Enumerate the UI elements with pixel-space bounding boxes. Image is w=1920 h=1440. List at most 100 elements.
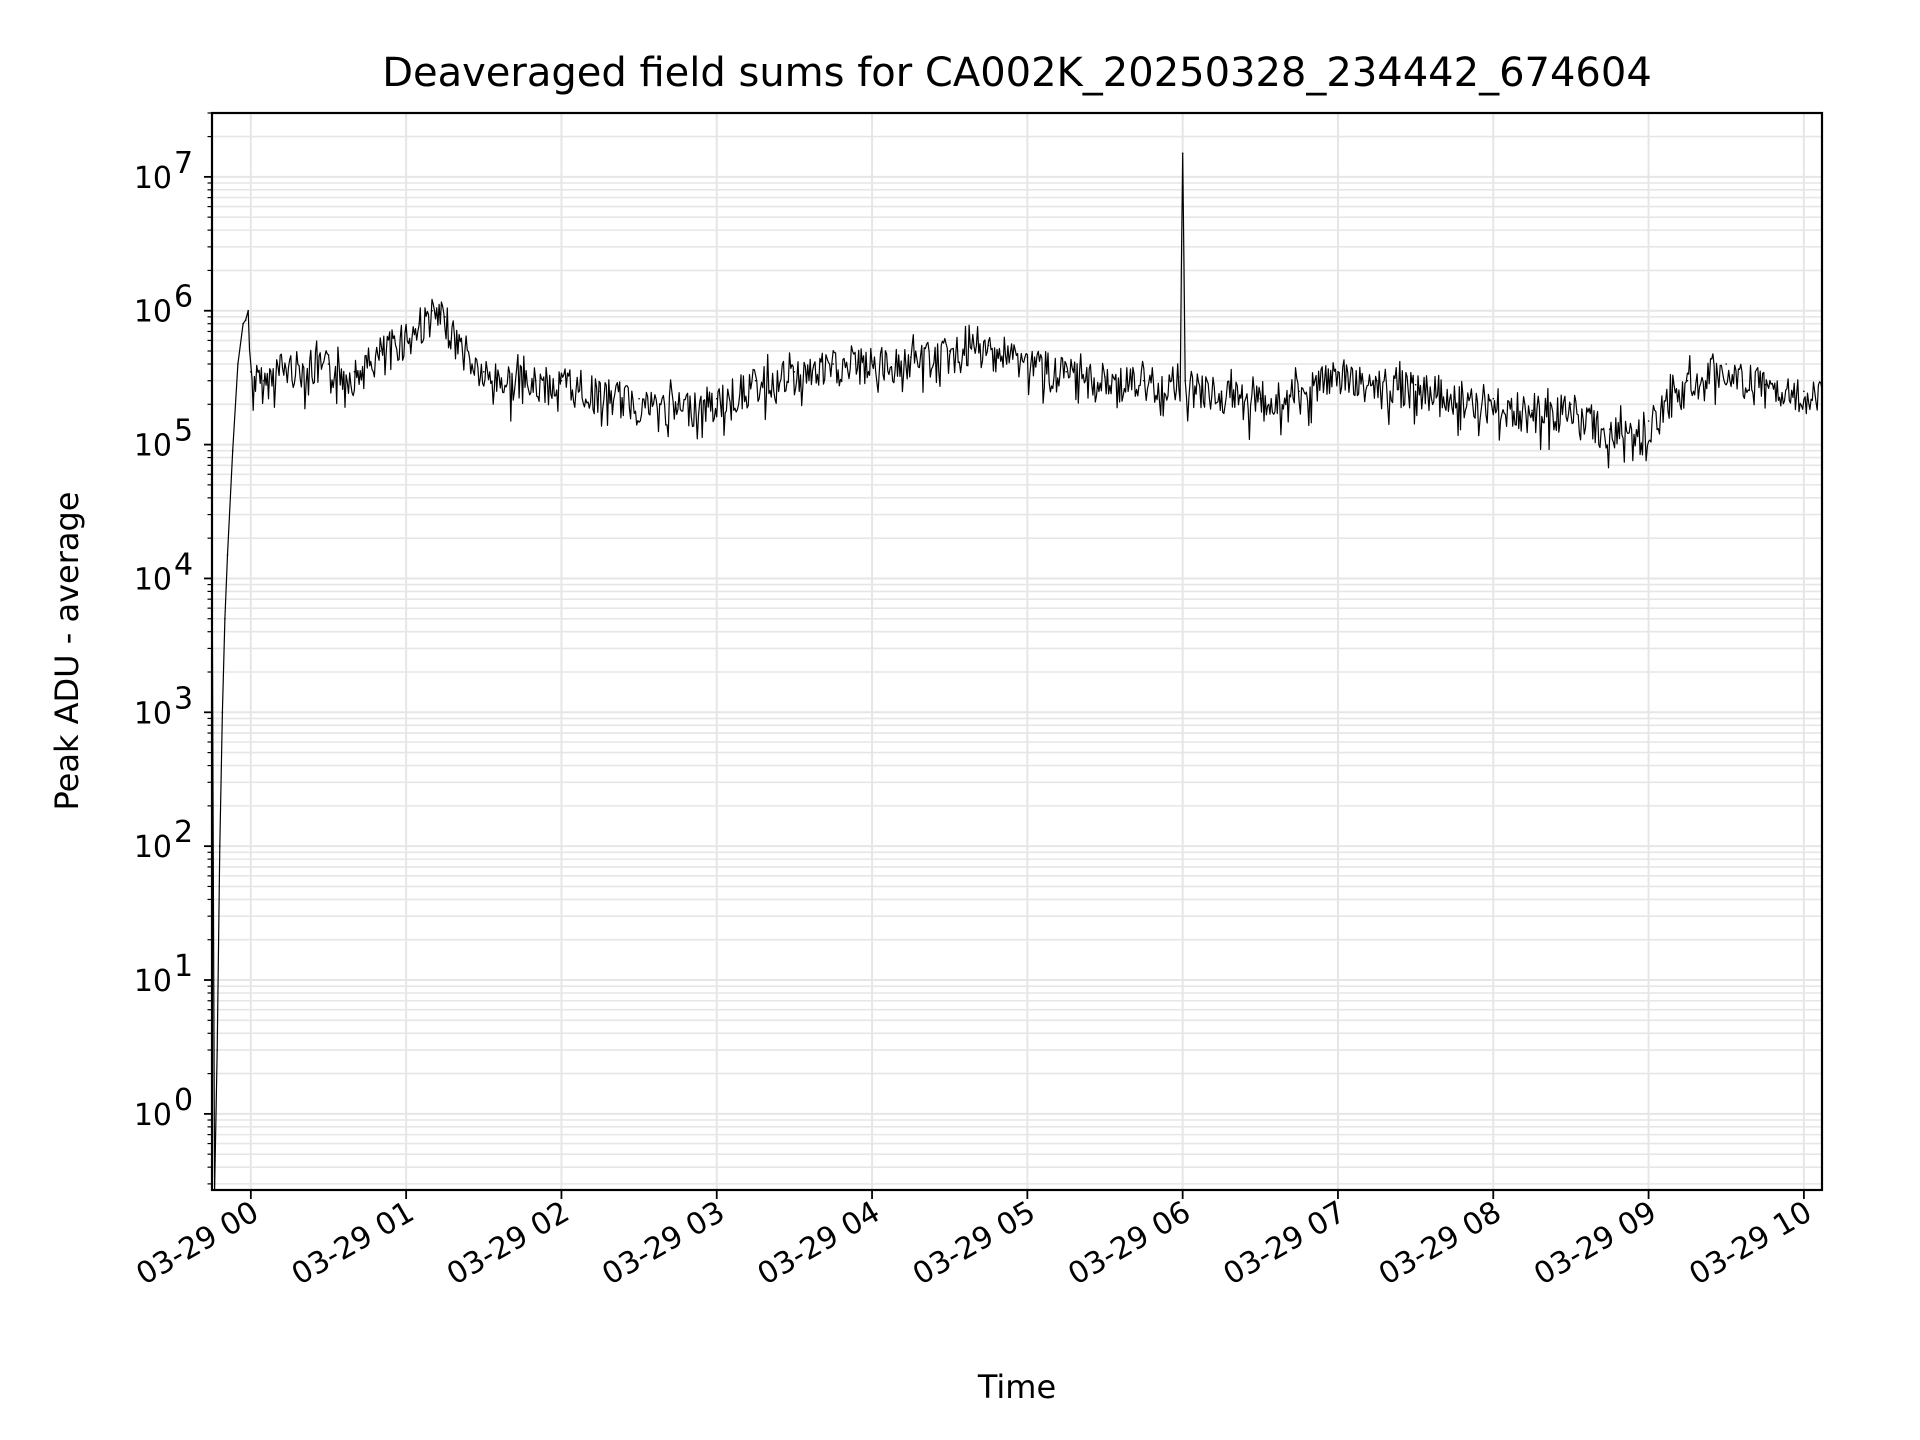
data-point xyxy=(405,330,407,333)
data-point xyxy=(1764,383,1766,386)
y-tick-base: 10 xyxy=(134,161,172,196)
y-tick-exponent: 5 xyxy=(174,414,193,449)
data-point xyxy=(457,339,459,342)
x-tick-label: 03-29 03 xyxy=(596,1195,730,1293)
x-tick-label: 03-29 07 xyxy=(1218,1195,1352,1293)
data-point xyxy=(1065,371,1067,373)
x-tick-label: 03-29 09 xyxy=(1528,1195,1662,1293)
y-tick-base: 10 xyxy=(134,295,172,330)
data-point xyxy=(242,322,244,325)
data-point xyxy=(353,371,356,373)
y-tick-exponent: 7 xyxy=(174,146,193,181)
data-point xyxy=(1570,403,1572,406)
x-tick-label: 03-29 08 xyxy=(1373,1195,1507,1293)
y-tick-label: 10 xyxy=(134,964,172,999)
data-point xyxy=(224,617,226,620)
data-point xyxy=(508,376,511,378)
data-point xyxy=(1143,379,1145,382)
data-point xyxy=(754,379,757,382)
y-tick-label: 10 xyxy=(134,429,172,464)
data-point xyxy=(534,379,537,382)
y-tick-base: 10 xyxy=(134,696,172,731)
data-point xyxy=(418,322,420,325)
data-point xyxy=(1492,397,1495,400)
data-point xyxy=(599,390,602,393)
data-point xyxy=(1531,409,1533,412)
data-point xyxy=(327,363,330,365)
data-point xyxy=(832,363,834,365)
y-tick-base: 10 xyxy=(134,562,172,597)
data-point xyxy=(1414,383,1417,386)
data-point xyxy=(1259,397,1262,400)
data-point xyxy=(1181,152,1184,155)
data-point xyxy=(1026,356,1029,358)
y-tick-exponent: 1 xyxy=(174,949,193,984)
data-point xyxy=(1725,363,1727,365)
y-tick-base: 10 xyxy=(134,830,172,865)
data-point xyxy=(1179,376,1181,378)
data-point xyxy=(379,350,382,352)
data-point xyxy=(250,371,252,373)
data-point xyxy=(948,350,951,352)
tick-marks xyxy=(204,112,1805,1199)
series-line xyxy=(211,152,1823,1191)
data-point xyxy=(431,309,433,312)
data-point xyxy=(871,360,873,363)
y-tick-exponent: 6 xyxy=(174,280,193,315)
data-point xyxy=(219,845,221,847)
y-tick-base: 10 xyxy=(134,1098,172,1133)
data-point xyxy=(275,363,278,365)
data-point xyxy=(793,371,796,373)
data-point xyxy=(216,1049,218,1051)
y-tick-base: 10 xyxy=(134,964,172,999)
data-point xyxy=(1608,428,1611,431)
y-tick-exponent: 0 xyxy=(174,1083,193,1118)
data-point xyxy=(237,363,239,365)
data-point xyxy=(231,449,234,452)
data-point xyxy=(1647,420,1650,422)
data-point xyxy=(1184,379,1186,382)
data-point xyxy=(483,371,485,373)
data-point xyxy=(226,554,229,556)
data-point xyxy=(1803,390,1805,393)
data-point xyxy=(1298,390,1300,393)
data-point xyxy=(987,344,990,347)
y-tick-label: 10 xyxy=(134,696,172,731)
chart-title: Deaveraged field sums for CA002K_2025032… xyxy=(382,50,1652,96)
plot-frame xyxy=(210,111,1824,1192)
data-point xyxy=(1220,390,1223,393)
data-point xyxy=(715,397,718,400)
data-point xyxy=(1104,376,1106,378)
x-tick-label: 03-29 10 xyxy=(1684,1195,1818,1293)
data-point xyxy=(638,397,640,400)
series-layer xyxy=(211,152,1823,1191)
data-point xyxy=(1453,390,1456,393)
y-tick-exponent: 2 xyxy=(174,815,193,850)
data-point xyxy=(247,309,249,312)
x-tick-label: 03-29 02 xyxy=(441,1195,575,1293)
x-tick-label: 03-29 05 xyxy=(907,1195,1041,1293)
y-tick-label: 10 xyxy=(134,1098,172,1133)
x-axis-title: Time xyxy=(977,1368,1056,1406)
data-point xyxy=(221,711,224,714)
data-point xyxy=(910,356,912,358)
y-tick-exponent: 3 xyxy=(174,681,193,716)
x-tick-label: 03-29 04 xyxy=(752,1195,886,1293)
x-tick-label: 03-29 01 xyxy=(286,1195,420,1293)
x-tick-labels: 03-29 00 03-29 01 03-29 02 03-29 03 03-29 04… xyxy=(131,1195,1818,1293)
y-axis-title: Peak ADU - average xyxy=(48,492,86,811)
data-point xyxy=(1376,379,1378,382)
y-tick-base: 10 xyxy=(134,429,172,464)
x-tick-label: 03-29 06 xyxy=(1062,1195,1196,1293)
y-tick-exponent: 4 xyxy=(174,547,193,582)
data-point xyxy=(560,379,563,382)
x-tick-label: 03-29 00 xyxy=(131,1195,265,1293)
data-point xyxy=(301,363,304,365)
data-point xyxy=(244,319,247,322)
data-point xyxy=(1337,371,1339,373)
data-point xyxy=(263,379,265,382)
y-tick-label: 10 xyxy=(134,830,172,865)
data-point xyxy=(677,403,679,406)
